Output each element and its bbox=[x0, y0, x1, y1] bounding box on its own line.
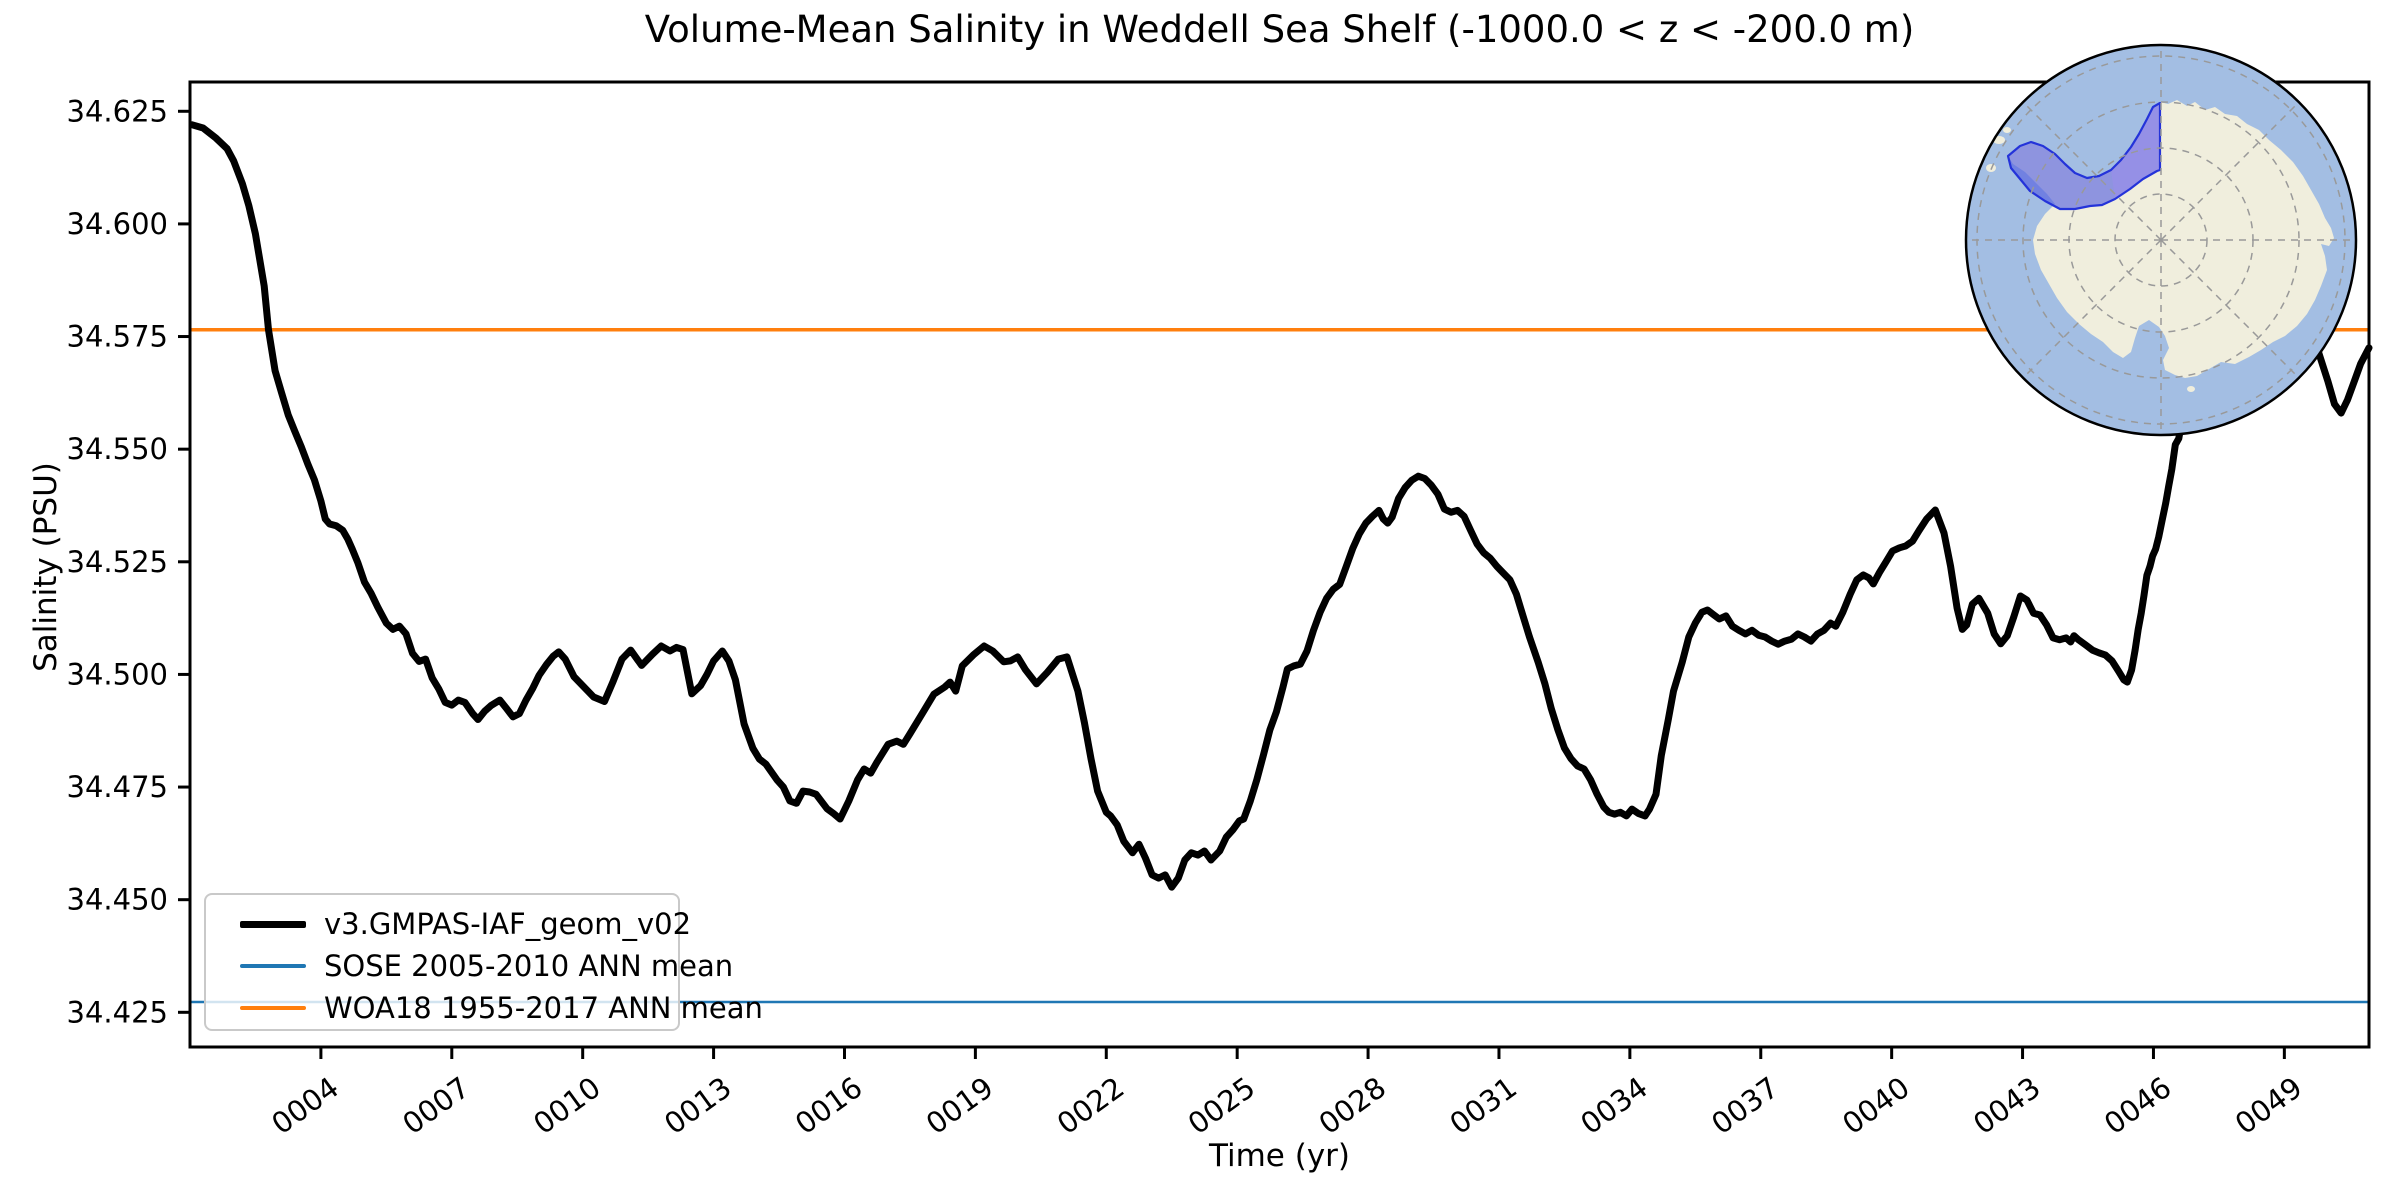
legend-label: WOA18 1955-2017 ANN mean bbox=[324, 991, 763, 1025]
y-axis-label: Salinity (PSU) bbox=[28, 462, 64, 672]
legend-item: WOA18 1955-2017 ANN mean bbox=[206, 987, 763, 1029]
x-tick-label: 0031 bbox=[1443, 1070, 1523, 1141]
legend-swatch-model bbox=[240, 920, 306, 928]
graticule-circle bbox=[2022, 101, 2300, 379]
antarctica-inset-map bbox=[1964, 43, 2358, 437]
graticule-meridian bbox=[2160, 239, 2300, 379]
y-tick-label: 34.625 bbox=[67, 94, 168, 128]
x-tick-label: 0034 bbox=[1574, 1070, 1654, 1141]
graticule-meridian bbox=[2022, 239, 2162, 379]
y-tick-label: 34.575 bbox=[67, 320, 168, 354]
legend-label: SOSE 2005-2010 ANN mean bbox=[324, 949, 734, 983]
legend: v3.GMPAS-IAF_geom_v02 SOSE 2005-2010 ANN… bbox=[204, 893, 763, 1031]
map-graticule bbox=[1966, 45, 2356, 435]
y-tick-label: 34.550 bbox=[67, 432, 168, 466]
y-tick-label: 34.600 bbox=[67, 207, 168, 241]
y-tick-label: 34.500 bbox=[67, 657, 168, 691]
chart-title: Volume-Mean Salinity in Weddell Sea Shel… bbox=[644, 8, 1915, 51]
x-tick-label: 0022 bbox=[1051, 1070, 1131, 1141]
x-tick-label: 0049 bbox=[2229, 1070, 2309, 1141]
graticule-meridian bbox=[2022, 101, 2162, 241]
y-tick-label: 34.450 bbox=[67, 883, 168, 917]
salinity-curve bbox=[188, 107, 2373, 891]
y-tick-label: 34.525 bbox=[67, 545, 168, 579]
x-tick-label: 0019 bbox=[920, 1070, 1000, 1141]
x-axis-label: Time (yr) bbox=[1209, 1138, 1350, 1174]
x-tick-label: 0013 bbox=[658, 1070, 738, 1141]
x-tick-label: 0025 bbox=[1182, 1070, 1262, 1141]
y-tick-label: 34.475 bbox=[67, 770, 168, 804]
legend-item: SOSE 2005-2010 ANN mean bbox=[206, 945, 733, 987]
x-tick-label: 0043 bbox=[1967, 1070, 2047, 1141]
x-tick-label: 0037 bbox=[1705, 1070, 1785, 1141]
legend-item: v3.GMPAS-IAF_geom_v02 bbox=[206, 903, 691, 945]
legend-swatch-woa18 bbox=[240, 1006, 306, 1010]
antarctica-landmass bbox=[1986, 100, 2334, 392]
x-tick-label: 0046 bbox=[2098, 1070, 2178, 1141]
graticule-meridian bbox=[2160, 101, 2300, 241]
x-tick-label: 0028 bbox=[1312, 1070, 1392, 1141]
y-tick-label: 34.425 bbox=[67, 995, 168, 1029]
map-outline bbox=[1964, 43, 2358, 437]
x-tick-label: 0016 bbox=[789, 1070, 869, 1141]
legend-swatch-sose bbox=[240, 964, 306, 968]
x-tick-label: 0040 bbox=[1836, 1070, 1916, 1141]
x-tick-label: 0004 bbox=[265, 1070, 345, 1141]
axes-spines bbox=[188, 80, 2371, 1049]
x-tick-label: 0007 bbox=[396, 1070, 476, 1141]
legend-label: v3.GMPAS-IAF_geom_v02 bbox=[324, 907, 692, 941]
x-tick-label: 0010 bbox=[527, 1070, 607, 1141]
